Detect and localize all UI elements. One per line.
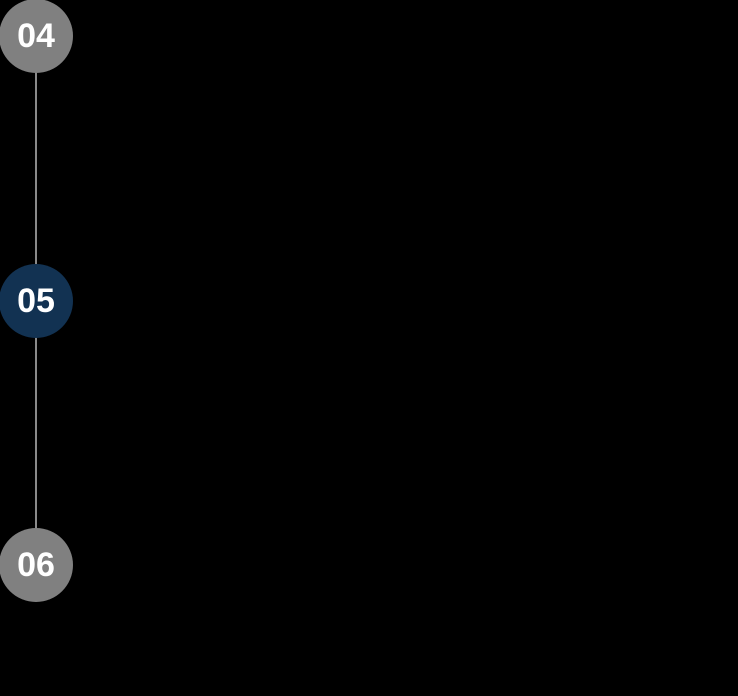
stepper-connector-05-06 (35, 336, 37, 532)
step-node-06[interactable]: 06 (0, 528, 73, 602)
step-node-05[interactable]: 05 (0, 264, 73, 338)
step-node-05-label: 05 (17, 282, 55, 320)
stepper-connector-04-05 (35, 70, 37, 266)
step-node-04[interactable]: 04 (0, 0, 73, 73)
step-node-06-label: 06 (17, 546, 55, 584)
step-node-04-label: 04 (17, 17, 55, 55)
